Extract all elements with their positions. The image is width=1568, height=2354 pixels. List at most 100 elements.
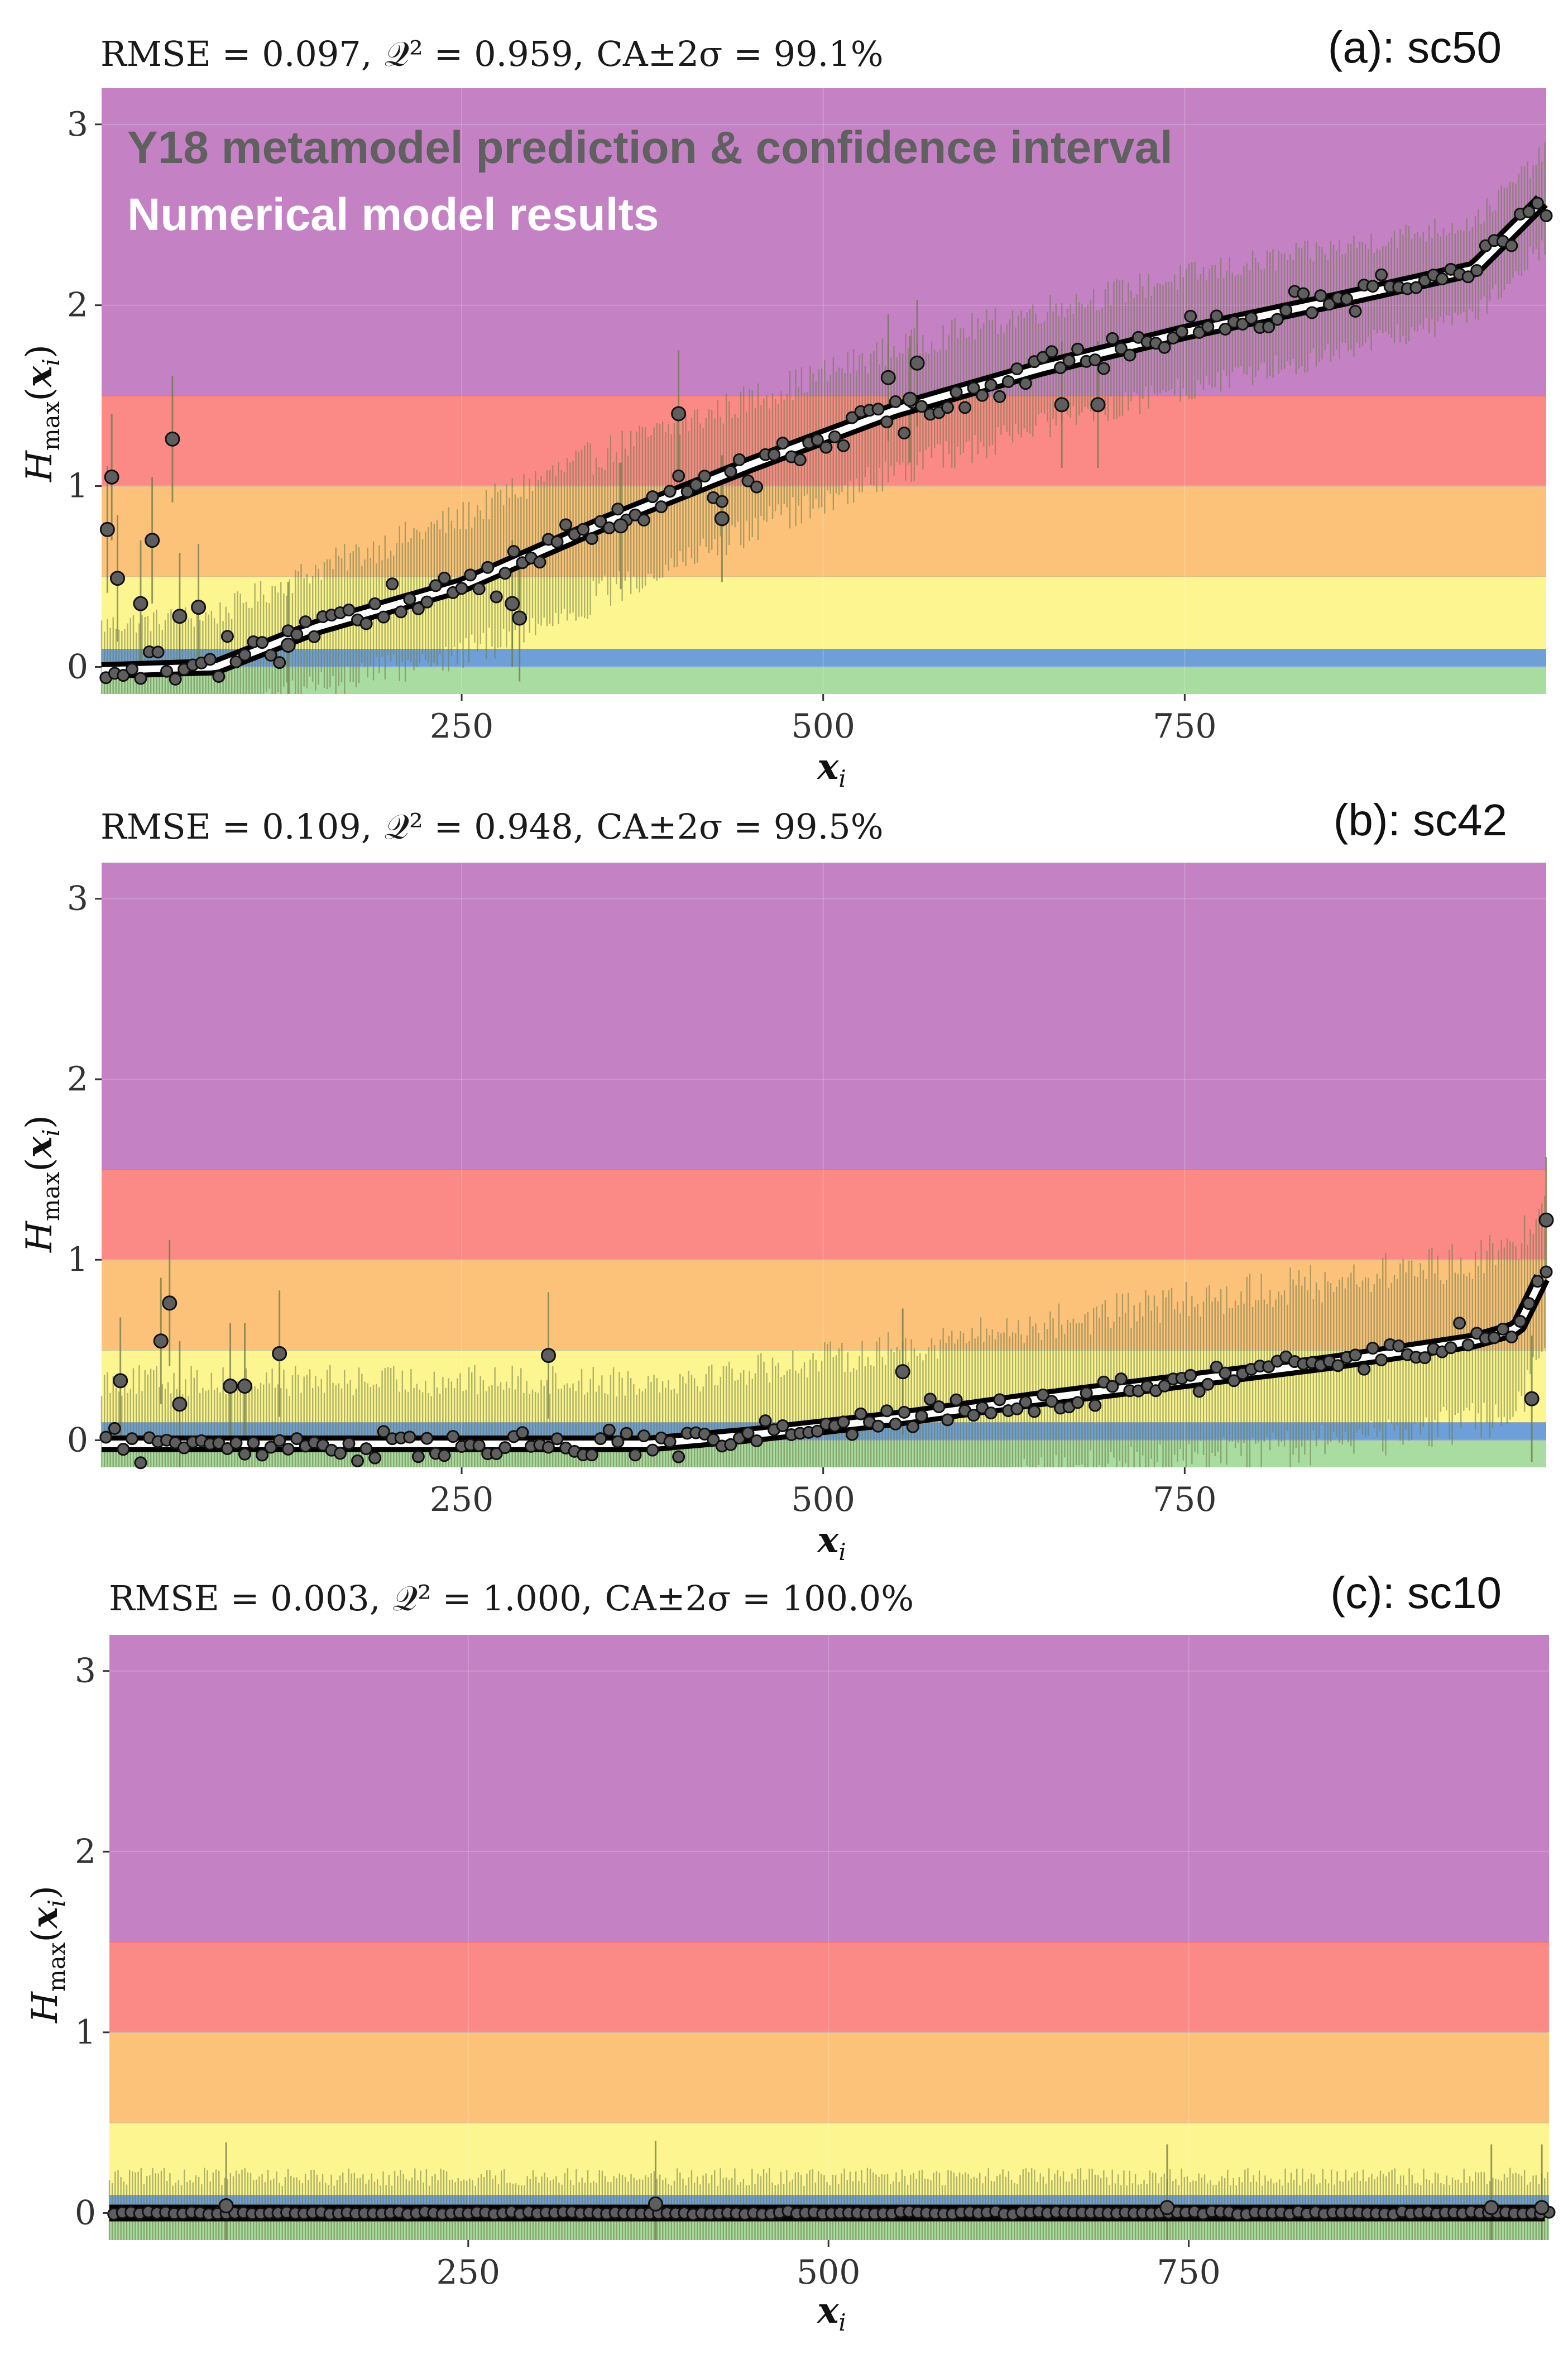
data-point [1522,205,1536,218]
data-point-outlier [1524,1391,1540,1406]
data-point [125,1432,138,1446]
x-tick-label: 500 [791,1480,855,1519]
data-point [1375,1353,1388,1367]
y-tick-label: 1 [67,1240,88,1279]
data-point [923,1393,937,1406]
data-point [1158,341,1171,354]
data-point [368,1451,382,1465]
data-point [212,670,226,683]
data-point [1540,209,1553,222]
data-point [1270,313,1284,326]
x-tick-label: 750 [1153,707,1217,746]
data-point [447,1430,460,1443]
data-point-outlier [99,521,115,537]
data-point [1054,361,1067,375]
data-point-outlier [280,638,296,653]
data-point [880,415,894,429]
data-point [672,1450,685,1463]
x-tick-label: 500 [797,2253,861,2292]
data-point [915,1409,928,1423]
data-point [1496,1322,1509,1336]
data-point [1505,1331,1518,1344]
data-point [516,1426,529,1439]
data-point [1522,1297,1536,1310]
x-tick-label: 750 [1153,1480,1217,1519]
data-point [1184,1369,1197,1382]
data-point-outlier [104,469,119,485]
y-tick-label: 2 [67,1060,88,1099]
data-point [871,403,885,416]
data-point [134,672,147,685]
data-point [117,669,130,682]
data-point [1106,332,1119,345]
data-point [256,636,269,649]
data-point [768,448,781,461]
panel-c-q2: 𝒬² = 1.000, [392,1578,592,1619]
data-point-outlier [1484,2200,1499,2216]
data-point [125,662,138,676]
data-point-outlier [1054,397,1070,413]
data-point [941,401,954,414]
data-point [238,648,251,662]
data-point-outlier [172,609,188,624]
data-point [1010,362,1024,376]
panel-a-ca: CA±2σ = 99.1% [596,34,883,74]
data-point-outlier [272,1346,287,1361]
data-point [1340,292,1353,305]
data-point [1227,1374,1240,1387]
data-point [541,1441,555,1454]
data-point [1358,1362,1371,1376]
hazard-band-purple [102,88,1546,396]
data-point [498,1441,512,1454]
x-tick-label: 750 [1157,2253,1221,2292]
data-point [759,1414,772,1428]
data-point [1453,1317,1466,1330]
data-point [637,513,650,527]
data-point [1366,1342,1379,1355]
data-point [1062,354,1076,367]
data-point [290,1432,304,1446]
panel-b-ca: CA±2σ = 99.5% [596,806,883,847]
data-point [455,582,468,595]
data-point [559,518,573,532]
hazard-band-purple [102,863,1546,1170]
data-point [1297,287,1310,300]
data-point [1010,1402,1024,1415]
y-tick-label: 3 [75,1652,96,1691]
data-point [1192,1385,1206,1398]
data-point [1114,342,1128,355]
panel-b-axes: 250 500 750 0 1 2 3 [67,879,1217,1519]
data-point [1531,197,1544,210]
data-point [637,1429,650,1443]
data-point [915,400,928,413]
panel-b-rmse: RMSE = 0.109, [100,806,372,847]
panel-a-stats: RMSE = 0.097, 𝒬² = 0.959, CA±2σ = 99.1% [100,34,884,74]
legend-metamodel-label: Y18 metamodel prediction & confidence in… [127,122,1173,173]
data-point [1322,298,1336,311]
data-point [1513,1315,1527,1328]
data-point [429,579,442,592]
data-point [1505,239,1518,252]
data-point [984,378,998,391]
data-point [108,1422,121,1435]
panel-b-label: (b): sc42 [1334,795,1507,845]
data-point [1106,1380,1119,1393]
data-point [377,610,390,624]
data-point [1123,348,1137,362]
data-point [1409,281,1423,294]
data-point [220,630,234,643]
panel-a-label: (a): sc50 [1328,22,1502,72]
data-point [993,390,1006,403]
data-point [256,1448,269,1462]
data-point [854,1407,867,1420]
data-point [950,385,963,399]
data-point [846,1428,859,1441]
hazard-band-red [109,1942,1549,2032]
data-point [1028,1405,1041,1418]
data-point [377,1425,390,1438]
panel-a-xlabel: xi [816,746,846,792]
data-point [750,1434,764,1447]
panel-c-ca: CA±2σ = 100.0% [605,1578,914,1619]
data-point [229,1436,243,1449]
panel-a-ylabel: Hmax(xi) [18,345,65,482]
